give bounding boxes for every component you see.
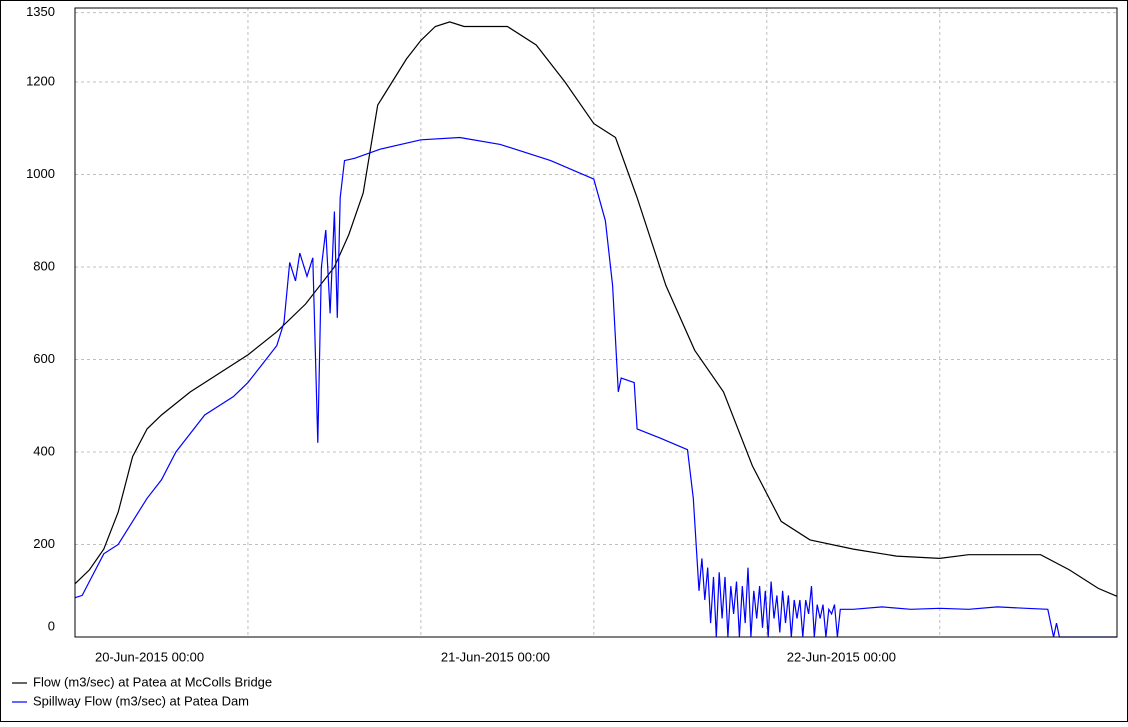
y-tick-label: 1200 bbox=[26, 73, 55, 88]
y-tick-label: 400 bbox=[33, 443, 55, 458]
data-line bbox=[74, 136, 1117, 638]
legend-label: Flow (m3/sec) at Patea at McColls Bridge bbox=[33, 674, 272, 689]
y-tick-label: 200 bbox=[33, 536, 55, 551]
y-tick-label: 1350 bbox=[26, 4, 55, 19]
y-tick-label: 600 bbox=[33, 351, 55, 366]
x-tick-label: 21-Jun-2015 00:00 bbox=[441, 649, 550, 664]
y-tick-label: 1000 bbox=[26, 166, 55, 181]
legend-label: Spillway Flow (m3/sec) at Patea Dam bbox=[33, 693, 249, 708]
x-tick-label: 22-Jun-2015 00:00 bbox=[787, 649, 896, 664]
y-tick-label: 0 bbox=[48, 618, 55, 633]
plot-background bbox=[75, 8, 1117, 637]
x-tick-label: 20-Jun-2015 00:00 bbox=[95, 649, 204, 664]
plot-border bbox=[74, 7, 1118, 638]
y-tick-label: 800 bbox=[33, 258, 55, 273]
data-line bbox=[74, 21, 1118, 597]
